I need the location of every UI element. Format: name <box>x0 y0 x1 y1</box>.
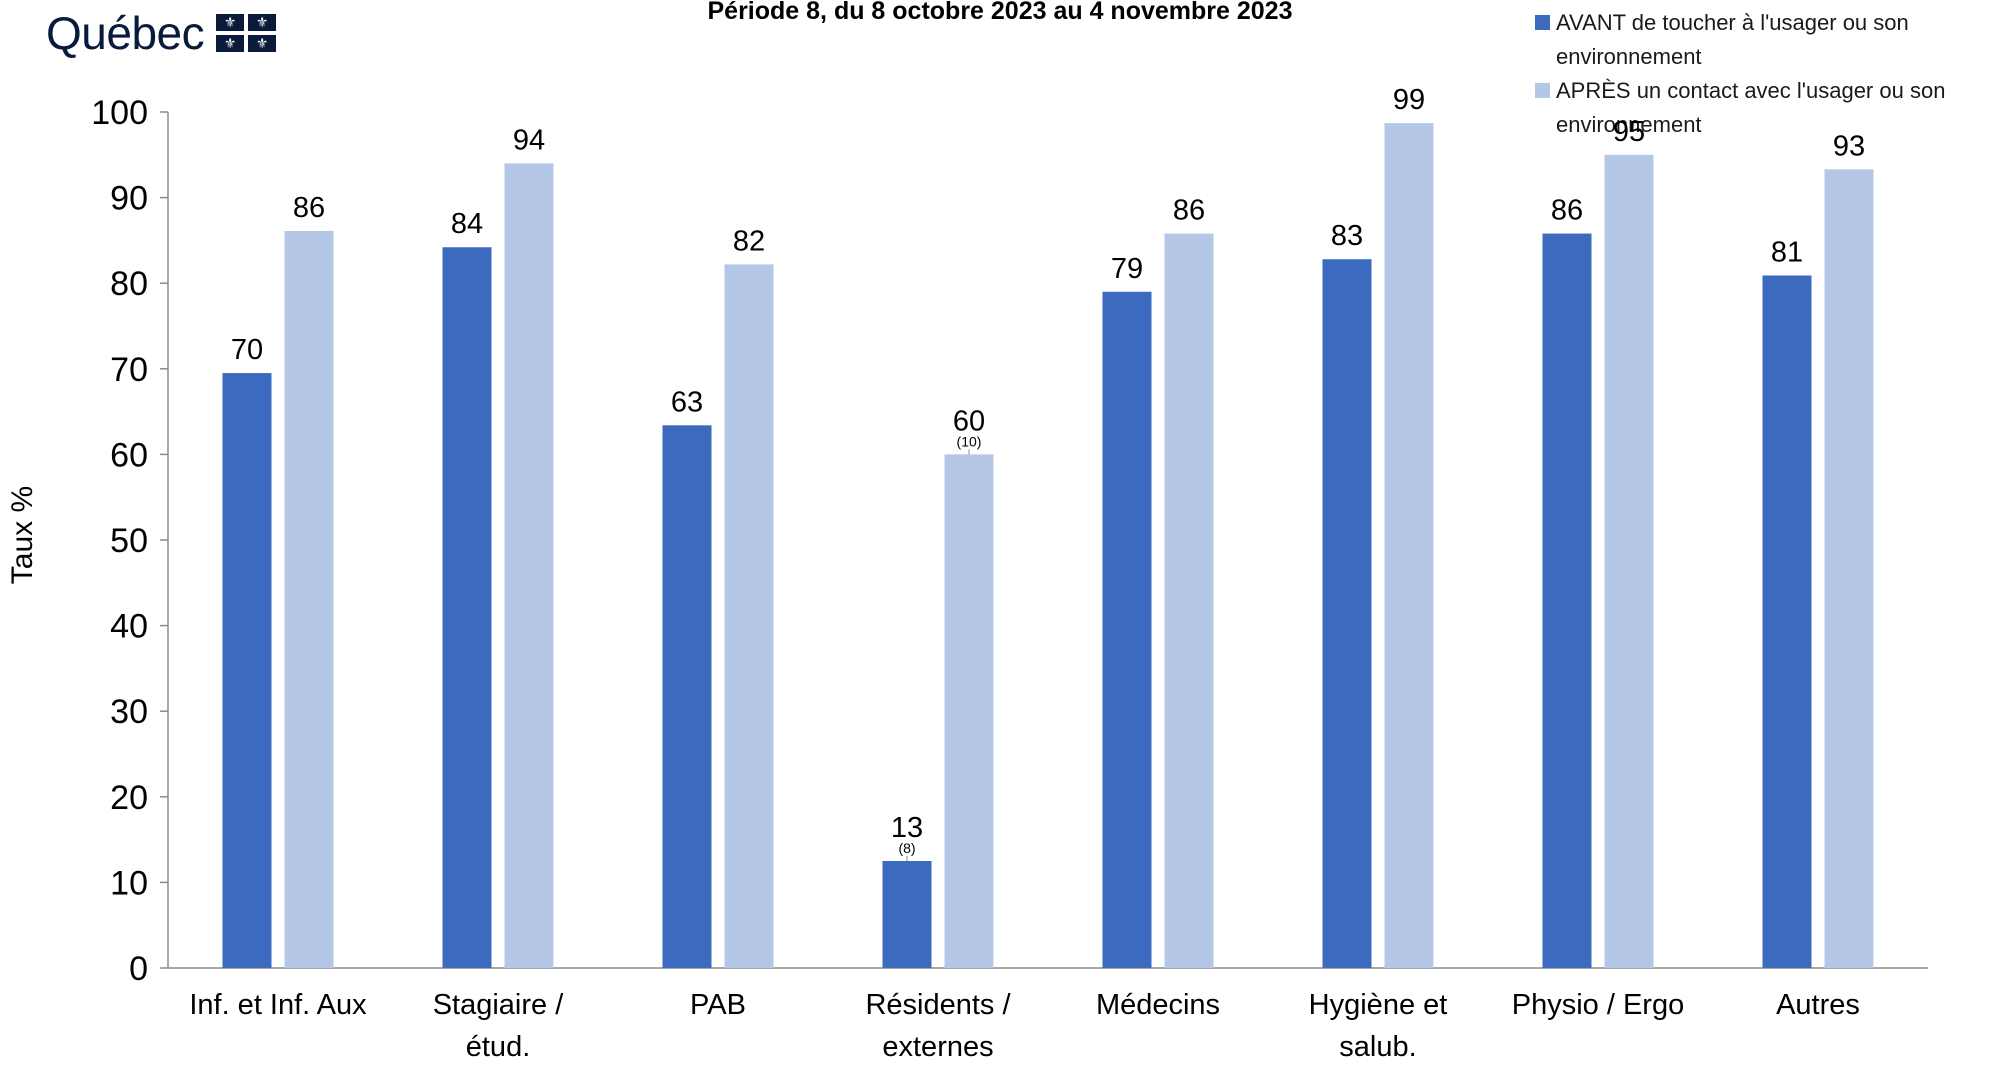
bar-value-label: 81 <box>1771 236 1803 268</box>
bar-avant <box>442 247 492 969</box>
x-tick-label: Physio / Ergo <box>1512 989 1684 1021</box>
bar-value-label: 94 <box>513 124 545 156</box>
bar-avant <box>1762 275 1812 969</box>
y-tick-label: 40 <box>110 608 148 646</box>
fleur-de-lis-icon: ⚜ <box>248 35 277 52</box>
x-tick-label: étud. <box>466 1031 531 1063</box>
y-tick-label: 20 <box>110 779 148 817</box>
x-tick-label: Stagiaire / <box>433 989 565 1021</box>
bar-value-label: 86 <box>293 192 325 224</box>
x-tick-label: Autres <box>1776 989 1860 1021</box>
logo-wordmark: Québec <box>46 7 205 59</box>
bar-value-label: 13 <box>891 812 923 844</box>
bar-value-label: 95 <box>1613 116 1645 148</box>
bar-value-label: 86 <box>1551 195 1583 227</box>
x-tick-label: Hygiène et <box>1309 989 1448 1021</box>
sample-size-note: (8) <box>898 840 915 856</box>
bar-value-label: 82 <box>733 225 765 257</box>
chart-title: Période 8, du 8 octobre 2023 au 4 novemb… <box>707 0 1293 25</box>
bar-value-label: 86 <box>1173 195 1205 227</box>
y-tick-label: 80 <box>110 265 148 303</box>
legend-swatch-avant <box>1535 15 1550 30</box>
bar-apres <box>944 454 994 968</box>
bar-apres <box>1164 233 1214 968</box>
y-tick-label: 0 <box>129 950 148 988</box>
bar-value-label: 63 <box>671 386 703 418</box>
x-tick-label: PAB <box>690 989 746 1021</box>
bar-value-label: 70 <box>231 334 263 366</box>
bar-value-label: 99 <box>1393 84 1425 116</box>
y-tick-label: 70 <box>110 351 148 389</box>
bar-apres <box>724 264 774 968</box>
y-axis: 0 10 20 30 40 50 60 70 80 90 100 <box>91 94 169 988</box>
y-tick-label: 100 <box>91 94 148 132</box>
y-tick-label: 60 <box>110 436 148 474</box>
chart-legend: AVANT de toucher à l'usager ou son envir… <box>1535 6 1993 142</box>
bars <box>222 123 1874 969</box>
x-axis: Inf. et Inf. Aux Stagiaire / étud. PAB Résid… <box>168 967 1928 1063</box>
legend-swatch-apres <box>1535 83 1550 98</box>
bar-value-label: 93 <box>1833 130 1865 162</box>
x-tick-label: salub. <box>1339 1031 1416 1063</box>
bar-avant <box>662 425 712 968</box>
bar-apres <box>504 163 554 969</box>
x-tick-label: Médecins <box>1096 989 1220 1021</box>
bar-avant <box>1322 259 1372 968</box>
legend-item-avant: AVANT de toucher à l'usager ou son envir… <box>1535 6 1993 74</box>
bar-avant <box>882 861 932 968</box>
bar-apres <box>1824 169 1874 969</box>
x-tick-label: Inf. et Inf. Aux <box>189 989 367 1021</box>
fleur-de-lis-icon: ⚜ <box>216 35 245 52</box>
fleur-de-lis-flag-icon: ⚜ ⚜ ⚜ ⚜ <box>216 14 277 52</box>
bar-value-label: 83 <box>1331 220 1363 252</box>
bar-apres <box>1384 123 1434 969</box>
y-tick-label: 50 <box>110 522 148 560</box>
x-tick-label: externes <box>882 1031 993 1063</box>
y-tick-label: 90 <box>110 180 148 218</box>
legend-item-apres: APRÈS un contact avec l'usager ou son en… <box>1535 74 1993 142</box>
bar-avant <box>222 373 272 969</box>
fleur-de-lis-icon: ⚜ <box>248 14 277 31</box>
bar-value-label: 79 <box>1111 253 1143 285</box>
sample-size-note: (10) <box>957 433 982 449</box>
data-labels: 70 84 63 13(8) 79 83 86 81 86 94 82 60(10) 86 99 95 93 <box>231 84 1865 861</box>
bar-avant <box>1102 291 1152 968</box>
bar-apres <box>1604 154 1654 969</box>
quebec-logo: Québec ⚜ ⚜ ⚜ ⚜ <box>46 0 277 59</box>
x-tick-label: Résidents / <box>865 989 1011 1021</box>
legend-label-apres: APRÈS un contact avec l'usager ou son en… <box>1556 78 1946 137</box>
legend-label-avant: AVANT de toucher à l'usager ou son envir… <box>1556 10 1909 69</box>
bar-value-label: 84 <box>451 208 483 240</box>
bar-avant <box>1542 233 1592 968</box>
bar-apres <box>284 230 334 968</box>
fleur-de-lis-icon: ⚜ <box>216 14 245 31</box>
bar-value-label: 60 <box>953 405 985 437</box>
y-tick-label: 30 <box>110 693 148 731</box>
y-tick-label: 10 <box>110 864 148 902</box>
y-axis-label: Taux % <box>6 486 39 584</box>
